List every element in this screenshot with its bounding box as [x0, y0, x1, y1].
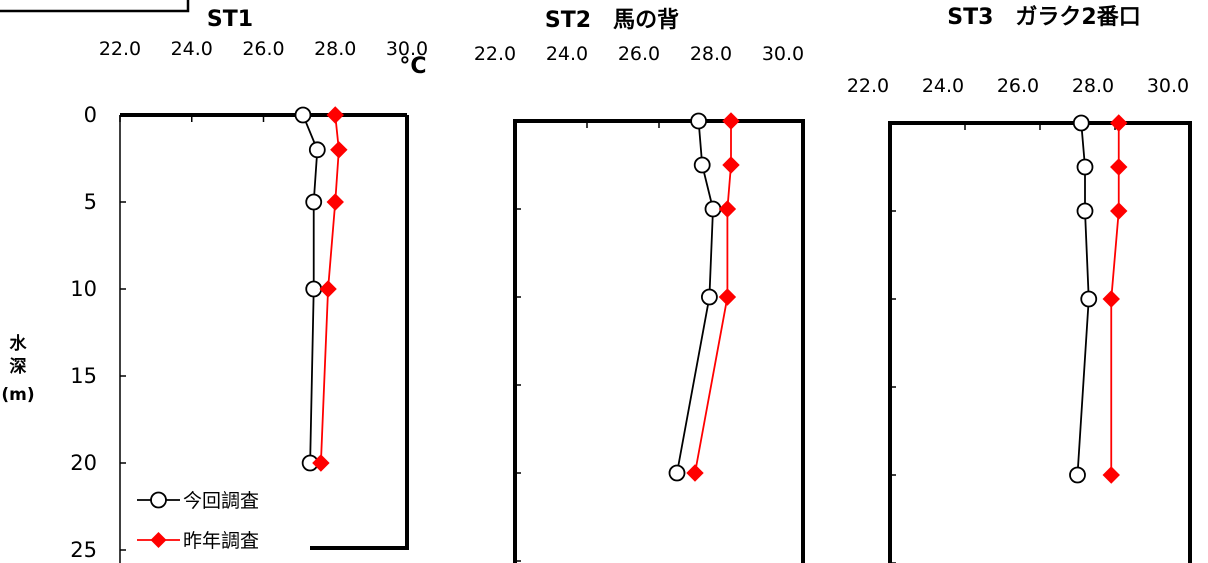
legend-label-last-year: 昨年調査: [183, 530, 259, 552]
y-tick-label: 25: [70, 538, 97, 562]
data-point-last-year: [326, 193, 344, 211]
data-point-current: [1076, 202, 1094, 220]
x-tick-label: 22.0: [99, 38, 141, 60]
x-tick-label: 24.0: [922, 75, 964, 97]
data-point-last-year: [1110, 114, 1128, 132]
x-tick-label: 30.0: [1147, 75, 1189, 97]
data-point-last-year: [722, 156, 740, 174]
data-point-last-year: [1110, 202, 1128, 220]
data-point-last-year: [1102, 290, 1120, 308]
data-point-current: [1080, 290, 1098, 308]
data-point-current: [704, 200, 722, 218]
plot-frame: [513, 119, 805, 563]
data-point-current: [690, 112, 707, 130]
x-tick-label: 22.0: [847, 75, 889, 97]
data-point-last-year: [330, 141, 348, 159]
data-point-last-year: [722, 112, 740, 130]
data-point-current: [668, 464, 686, 482]
x-tick-label: 22.0: [474, 43, 516, 65]
x-tick-label: 26.0: [618, 43, 660, 65]
chart-title: ST2 馬の背: [545, 8, 679, 33]
data-point-last-year: [718, 288, 737, 306]
data-point-current: [693, 156, 711, 174]
chart-panel-3: 22.0 24.0 26.0 28.0 30.0 ST3 ガラク2番口: [847, 5, 1192, 563]
data-point-current: [308, 141, 326, 159]
data-point-current: [294, 106, 312, 124]
x-tick-label: 30.0: [762, 43, 804, 65]
data-point-current: [701, 288, 718, 306]
legend-marker-current: [150, 491, 167, 509]
data-point-last-year: [1102, 466, 1120, 484]
x-tick-label: 24.0: [171, 38, 213, 60]
x-tick-label: 28.0: [1072, 75, 1114, 97]
data-point-last-year: [718, 200, 737, 218]
data-point-last-year: [312, 454, 330, 472]
data-point-last-year: [1110, 158, 1128, 176]
y-axis-label: 水: [10, 333, 28, 354]
decorative-frame: [0, 0, 190, 13]
chart-panel-2: 22.0 24.0 26.0 28.0 30.0 ST2 馬の背: [474, 8, 805, 563]
data-point-current: [305, 280, 323, 298]
y-tick-label: 15: [70, 364, 97, 388]
y-tick-label: 5: [84, 190, 97, 214]
legend-label-current: 今回調査: [183, 490, 259, 512]
y-tick-label: 10: [70, 277, 97, 301]
x-tick-label: 26.0: [997, 75, 1039, 97]
y-axis-label: (m): [1, 385, 34, 405]
data-point-last-year: [319, 280, 337, 298]
legend-marker-last-year: [150, 532, 167, 548]
x-tick-label: 24.0: [546, 43, 588, 65]
data-point-current: [1069, 466, 1086, 484]
x-tick-label: 28.0: [690, 43, 732, 65]
x-tick-label: 30.0: [386, 38, 428, 60]
chart-title: ST1: [207, 7, 253, 32]
y-tick-label: 20: [70, 451, 97, 475]
x-tick-label: 26.0: [242, 38, 284, 60]
data-point-current: [1072, 114, 1090, 132]
x-tick-label: 28.0: [314, 38, 356, 60]
chart-panel-1: 22.0 24.0 26.0 28.0 30.0 0 5 10 15 20 25 ST1 °C 水深 (m)…: [1, 7, 428, 563]
x-unit-label: °C: [399, 54, 426, 79]
y-axis-label: 深: [10, 356, 27, 377]
chart-title: ST3 ガラク2番口: [947, 5, 1140, 30]
data-point-last-year: [326, 106, 344, 124]
plot-frame: [888, 121, 1192, 563]
y-tick-label: 0: [84, 103, 97, 127]
data-point-current: [1076, 158, 1094, 176]
data-point-current: [305, 193, 323, 211]
data-point-last-year: [686, 464, 704, 482]
